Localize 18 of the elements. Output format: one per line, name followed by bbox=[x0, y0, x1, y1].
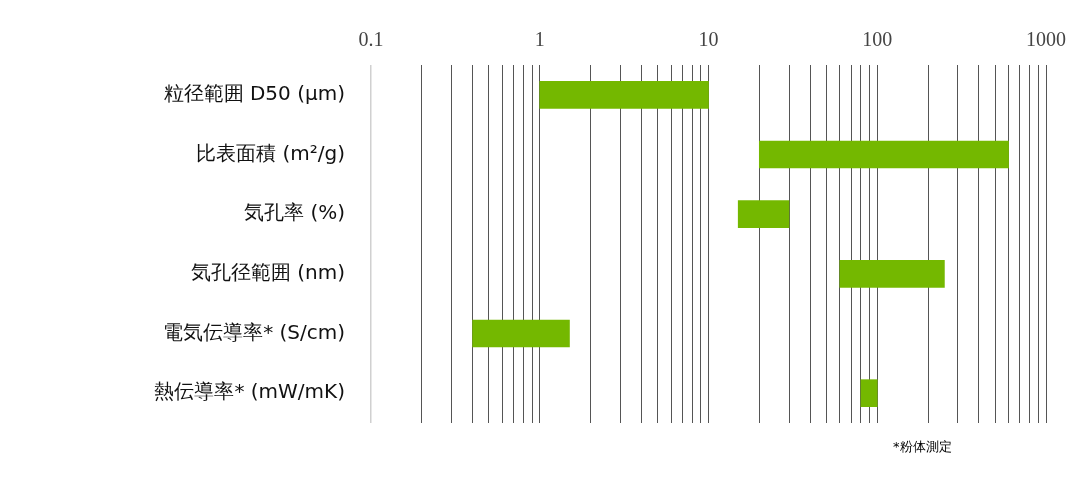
x-tick-label: 1000 bbox=[1026, 28, 1066, 51]
y-tick-label: 気孔径範囲 (nm) bbox=[190, 260, 345, 285]
x-tick-label: 10 bbox=[698, 28, 719, 51]
y-tick-label: 気孔率 (%) bbox=[244, 200, 345, 225]
text: *粉体測定 bbox=[893, 439, 952, 455]
bar bbox=[539, 81, 709, 109]
x-tick-label: 0.1 bbox=[358, 28, 384, 51]
bar bbox=[472, 319, 570, 348]
y-tick-label: 熱伝導率* (mW/mK) bbox=[154, 379, 345, 404]
bar bbox=[758, 140, 1009, 169]
y-tick-label: 粒径範囲 D50 (μm) bbox=[163, 81, 345, 106]
x-tick-label: 100 bbox=[862, 28, 893, 51]
y-tick-label: 電気伝導率* (S/cm) bbox=[163, 319, 345, 344]
bar bbox=[737, 200, 790, 228]
y-tick-label: 比表面積 (m²/g) bbox=[196, 140, 345, 165]
bar bbox=[839, 260, 945, 288]
x-tick-label: 1 bbox=[534, 28, 545, 51]
bar bbox=[860, 379, 878, 407]
